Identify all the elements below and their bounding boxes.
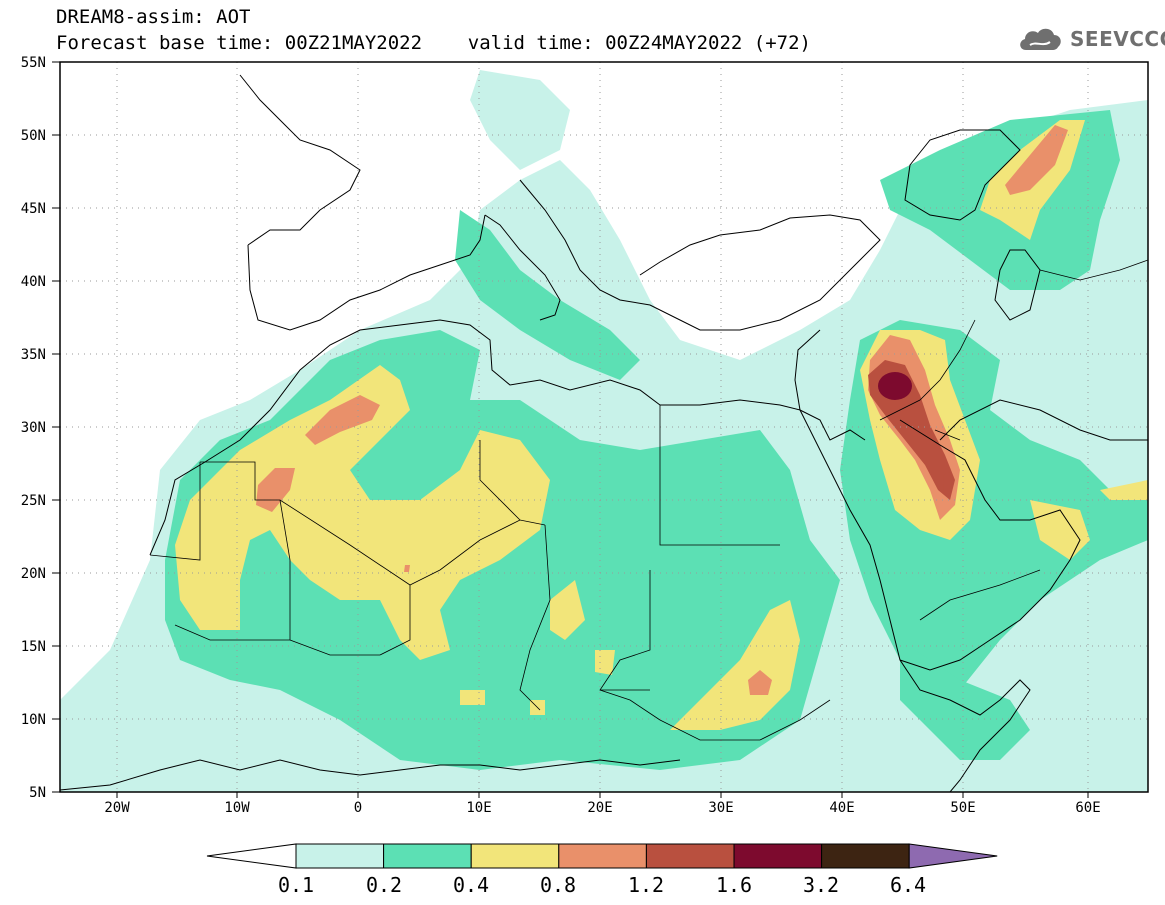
colorbar-lower-extension xyxy=(206,843,297,869)
colorbar-label: 0.1 xyxy=(278,873,314,897)
lon-label-30e: 30E xyxy=(708,800,733,816)
colorbar-label: 3.2 xyxy=(803,873,839,897)
title-line-2: Forecast base time: 00Z21MAY2022 valid t… xyxy=(56,32,811,54)
title-line-1: DREAM8-assim: AOT xyxy=(56,6,251,28)
colorbar-labels: 0.1 0.2 0.4 0.8 1.2 1.6 3.2 6.4 xyxy=(278,873,926,897)
longitude-ticks xyxy=(116,792,1089,798)
colorbar-cell xyxy=(645,843,735,869)
colorbar-cell xyxy=(733,843,823,869)
colorbar-cell xyxy=(383,843,472,869)
colorbar xyxy=(206,843,998,869)
lat-label-35n: 35N xyxy=(21,347,46,363)
aot-shading xyxy=(60,62,1148,792)
colorbar-cell xyxy=(470,843,560,869)
lon-label-50e: 50E xyxy=(950,800,975,816)
colorbar-cell xyxy=(295,843,385,869)
logo-text: SEEVCCC xyxy=(1070,27,1165,51)
lat-label-20n: 20N xyxy=(21,566,46,582)
colorbar-label: 0.8 xyxy=(540,873,576,897)
coastlines xyxy=(60,74,1148,792)
colorbar-label: 1.2 xyxy=(628,873,664,897)
lon-label-20w: 20W xyxy=(104,800,130,816)
lon-label-60e: 60E xyxy=(1075,800,1100,816)
lat-label-10n: 10N xyxy=(21,712,46,728)
lon-label-20e: 20E xyxy=(587,800,612,816)
latitude-ticks xyxy=(52,61,60,793)
lon-label-10e: 10E xyxy=(466,800,491,816)
colorbar-label: 0.4 xyxy=(453,873,489,897)
lat-label-25n: 25N xyxy=(21,493,46,509)
country-borders xyxy=(149,259,1148,741)
lat-label-30n: 30N xyxy=(21,420,46,436)
lat-label-50n: 50N xyxy=(21,128,46,144)
graticule xyxy=(60,62,1148,792)
colorbar-label: 1.6 xyxy=(716,873,752,897)
lon-label-0: 0 xyxy=(354,800,362,816)
colorbar-label: 0.2 xyxy=(366,873,402,897)
cloud-icon xyxy=(1020,28,1061,50)
colorbar-upper-extension xyxy=(908,843,998,869)
colorbar-label: 6.4 xyxy=(890,873,926,897)
seevccc-logo: SEEVCCC xyxy=(1016,24,1165,54)
lat-label-5n: 5N xyxy=(29,785,46,801)
lat-label-40n: 40N xyxy=(21,274,46,290)
colorbar-cell xyxy=(821,843,910,869)
aot-class-1-6 xyxy=(878,372,912,400)
lat-label-55n: 55N xyxy=(21,55,46,71)
lat-label-15n: 15N xyxy=(21,639,46,655)
longitude-axis: 20W 10W 0 10E 20E 30E 40E 50E 60E xyxy=(104,800,1100,816)
colorbar-cell xyxy=(558,843,647,869)
lat-label-45n: 45N xyxy=(21,201,46,217)
lon-label-10w: 10W xyxy=(224,800,250,816)
lon-label-40e: 40E xyxy=(829,800,854,816)
latitude-axis: 55N 50N 45N 40N 35N 30N 25N 20N 15N 10N … xyxy=(21,55,46,801)
